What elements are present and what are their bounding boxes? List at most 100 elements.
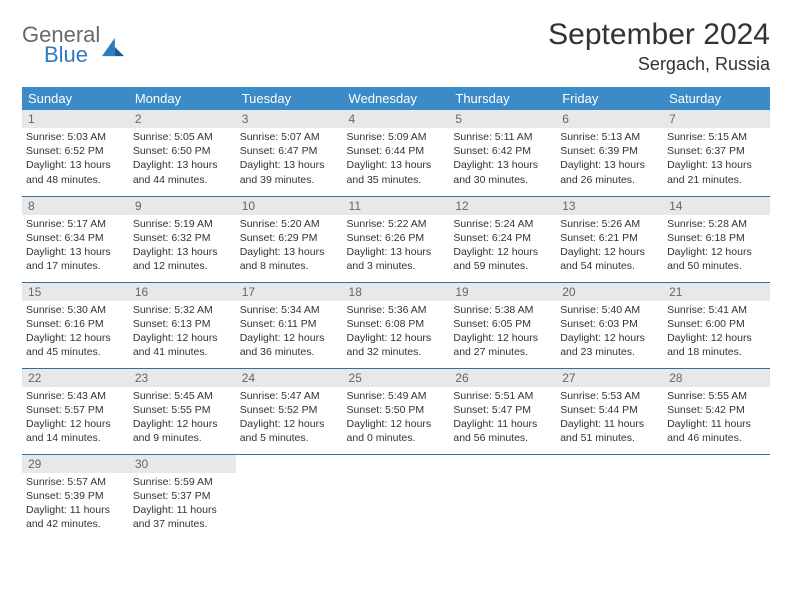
sunset-line: Sunset: 6:52 PM bbox=[26, 144, 125, 158]
calendar-cell: 4Sunrise: 5:09 AMSunset: 6:44 PMDaylight… bbox=[343, 110, 450, 196]
sunrise-line: Sunrise: 5:09 AM bbox=[347, 130, 446, 144]
day-content: Sunrise: 5:26 AMSunset: 6:21 PMDaylight:… bbox=[556, 215, 663, 278]
day-content: Sunrise: 5:13 AMSunset: 6:39 PMDaylight:… bbox=[556, 128, 663, 191]
daylight-line: Daylight: 11 hours and 56 minutes. bbox=[453, 417, 552, 445]
daylight-line: Daylight: 13 hours and 48 minutes. bbox=[26, 158, 125, 186]
daylight-line: Daylight: 12 hours and 0 minutes. bbox=[347, 417, 446, 445]
daylight-line: Daylight: 13 hours and 21 minutes. bbox=[667, 158, 766, 186]
sunset-line: Sunset: 5:57 PM bbox=[26, 403, 125, 417]
sunset-line: Sunset: 5:37 PM bbox=[133, 489, 232, 503]
title-block: September 2024 Sergach, Russia bbox=[548, 18, 770, 75]
sunset-line: Sunset: 5:44 PM bbox=[560, 403, 659, 417]
sunset-line: Sunset: 6:50 PM bbox=[133, 144, 232, 158]
weekday-sunday: Sunday bbox=[22, 87, 129, 110]
sunrise-line: Sunrise: 5:05 AM bbox=[133, 130, 232, 144]
weekday-friday: Friday bbox=[556, 87, 663, 110]
daylight-line: Daylight: 12 hours and 18 minutes. bbox=[667, 331, 766, 359]
sunrise-line: Sunrise: 5:43 AM bbox=[26, 389, 125, 403]
day-content: Sunrise: 5:55 AMSunset: 5:42 PMDaylight:… bbox=[663, 387, 770, 450]
day-number: 5 bbox=[449, 110, 556, 128]
calendar-cell: 8Sunrise: 5:17 AMSunset: 6:34 PMDaylight… bbox=[22, 196, 129, 282]
day-content: Sunrise: 5:20 AMSunset: 6:29 PMDaylight:… bbox=[236, 215, 343, 278]
logo-triangle-icon bbox=[102, 37, 124, 57]
day-number: 22 bbox=[22, 369, 129, 387]
daylight-line: Daylight: 11 hours and 37 minutes. bbox=[133, 503, 232, 531]
daylight-line: Daylight: 13 hours and 12 minutes. bbox=[133, 245, 232, 273]
sunset-line: Sunset: 6:24 PM bbox=[453, 231, 552, 245]
sunrise-line: Sunrise: 5:24 AM bbox=[453, 217, 552, 231]
day-content: Sunrise: 5:30 AMSunset: 6:16 PMDaylight:… bbox=[22, 301, 129, 364]
day-content: Sunrise: 5:45 AMSunset: 5:55 PMDaylight:… bbox=[129, 387, 236, 450]
sunset-line: Sunset: 6:00 PM bbox=[667, 317, 766, 331]
calendar-cell: 16Sunrise: 5:32 AMSunset: 6:13 PMDayligh… bbox=[129, 282, 236, 368]
day-number: 26 bbox=[449, 369, 556, 387]
calendar-cell bbox=[663, 454, 770, 540]
calendar-cell: 12Sunrise: 5:24 AMSunset: 6:24 PMDayligh… bbox=[449, 196, 556, 282]
day-content: Sunrise: 5:09 AMSunset: 6:44 PMDaylight:… bbox=[343, 128, 450, 191]
daylight-line: Daylight: 13 hours and 30 minutes. bbox=[453, 158, 552, 186]
calendar-cell bbox=[236, 454, 343, 540]
sunset-line: Sunset: 6:05 PM bbox=[453, 317, 552, 331]
day-content: Sunrise: 5:11 AMSunset: 6:42 PMDaylight:… bbox=[449, 128, 556, 191]
daylight-line: Daylight: 13 hours and 35 minutes. bbox=[347, 158, 446, 186]
day-content: Sunrise: 5:24 AMSunset: 6:24 PMDaylight:… bbox=[449, 215, 556, 278]
day-number: 15 bbox=[22, 283, 129, 301]
sunset-line: Sunset: 6:26 PM bbox=[347, 231, 446, 245]
calendar-week-row: 22 Sunrise: 5:43 AMSunset: 5:57 PM Dayligh… bbox=[22, 368, 770, 454]
calendar-week-row: 15Sunrise: 5:30 AMSunset: 6:16 PMDayligh… bbox=[22, 282, 770, 368]
sunset-line: Sunset: 6:16 PM bbox=[26, 317, 125, 331]
calendar-cell bbox=[556, 454, 663, 540]
sunset-line: Sunset: 6:34 PM bbox=[26, 231, 125, 245]
daylight-line: Daylight: 12 hours and 27 minutes. bbox=[453, 331, 552, 359]
sunset-line: Sunset: 5:52 PM bbox=[240, 403, 339, 417]
day-content: Sunrise: 5:03 AMSunset: 6:52 PMDaylight:… bbox=[22, 128, 129, 191]
calendar-cell: 17Sunrise: 5:34 AMSunset: 6:11 PMDayligh… bbox=[236, 282, 343, 368]
day-content: Sunrise: 5:07 AMSunset: 6:47 PMDaylight:… bbox=[236, 128, 343, 191]
day-number: 17 bbox=[236, 283, 343, 301]
sunset-line: Sunset: 5:39 PM bbox=[26, 489, 125, 503]
daylight-line: Daylight: 13 hours and 39 minutes. bbox=[240, 158, 339, 186]
sunset-line: Sunset: 6:21 PM bbox=[560, 231, 659, 245]
sunrise-line: Sunrise: 5:17 AM bbox=[26, 217, 125, 231]
sunrise-line: Sunrise: 5:30 AM bbox=[26, 303, 125, 317]
sunset-line: Sunset: 6:08 PM bbox=[347, 317, 446, 331]
sunrise-line: Sunrise: 5:22 AM bbox=[347, 217, 446, 231]
calendar-cell: 29Sunrise: 5:57 AMSunset: 5:39 PMDayligh… bbox=[22, 454, 129, 540]
calendar-cell: 28Sunrise: 5:55 AMSunset: 5:42 PMDayligh… bbox=[663, 368, 770, 454]
sunset-line: Sunset: 6:37 PM bbox=[667, 144, 766, 158]
day-number: 18 bbox=[343, 283, 450, 301]
day-number: 12 bbox=[449, 197, 556, 215]
day-number: 13 bbox=[556, 197, 663, 215]
daylight-line: Daylight: 13 hours and 44 minutes. bbox=[133, 158, 232, 186]
day-content: Sunrise: 5:49 AMSunset: 5:50 PMDaylight:… bbox=[343, 387, 450, 450]
day-content: Sunrise: 5:38 AMSunset: 6:05 PMDaylight:… bbox=[449, 301, 556, 364]
calendar-cell: 2Sunrise: 5:05 AMSunset: 6:50 PMDaylight… bbox=[129, 110, 236, 196]
day-content: Sunrise: 5:28 AMSunset: 6:18 PMDaylight:… bbox=[663, 215, 770, 278]
sunrise-line: Sunrise: 5:41 AM bbox=[667, 303, 766, 317]
sunrise-line: Sunrise: 5:40 AM bbox=[560, 303, 659, 317]
sunset-line: Sunset: 5:47 PM bbox=[453, 403, 552, 417]
calendar-cell: 24Sunrise: 5:47 AMSunset: 5:52 PMDayligh… bbox=[236, 368, 343, 454]
sunrise-line: Sunrise: 5:28 AM bbox=[667, 217, 766, 231]
sunset-line: Sunset: 5:50 PM bbox=[347, 403, 446, 417]
day-number: 1 bbox=[22, 110, 129, 128]
calendar-cell bbox=[449, 454, 556, 540]
day-number: 23 bbox=[129, 369, 236, 387]
daylight-line: Daylight: 13 hours and 26 minutes. bbox=[560, 158, 659, 186]
day-content: Sunrise: 5:19 AMSunset: 6:32 PMDaylight:… bbox=[129, 215, 236, 278]
sunset-line: Sunset: 6:32 PM bbox=[133, 231, 232, 245]
calendar-cell: 22Sunrise: 5:43 AMSunset: 5:57 PMDayligh… bbox=[22, 368, 129, 454]
calendar-cell: 10Sunrise: 5:20 AMSunset: 6:29 PMDayligh… bbox=[236, 196, 343, 282]
day-content: Sunrise: 5:47 AMSunset: 5:52 PMDaylight:… bbox=[236, 387, 343, 450]
day-content: Sunrise: 5:15 AMSunset: 6:37 PMDaylight:… bbox=[663, 128, 770, 191]
daylight-line: Daylight: 12 hours and 36 minutes. bbox=[240, 331, 339, 359]
daylight-line: Daylight: 11 hours and 46 minutes. bbox=[667, 417, 766, 445]
sunset-line: Sunset: 5:42 PM bbox=[667, 403, 766, 417]
sunrise-line: Sunrise: 5:47 AM bbox=[240, 389, 339, 403]
calendar-cell: 13Sunrise: 5:26 AMSunset: 6:21 PMDayligh… bbox=[556, 196, 663, 282]
day-number: 29 bbox=[22, 455, 129, 473]
daylight-line: Daylight: 12 hours and 41 minutes. bbox=[133, 331, 232, 359]
sunrise-line: Sunrise: 5:38 AM bbox=[453, 303, 552, 317]
location: Sergach, Russia bbox=[548, 54, 770, 75]
day-content: Sunrise: 5:57 AMSunset: 5:39 PMDaylight:… bbox=[22, 473, 129, 536]
